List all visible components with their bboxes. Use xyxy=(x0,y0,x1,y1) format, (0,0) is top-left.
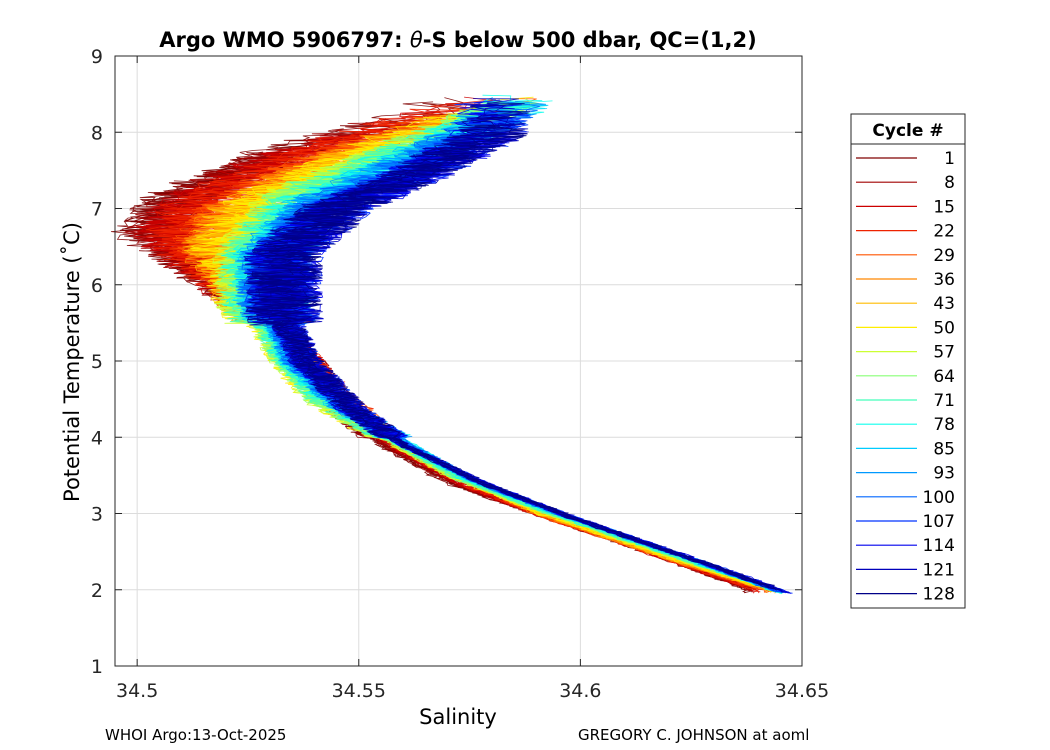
legend-entries: 1 8 15 22 29 36 43 50 57 64 71 78 85 93 100 107 114 121 12… xyxy=(856,149,955,605)
y-tick-label: 3 xyxy=(91,504,103,526)
y-tick-label: 4 xyxy=(91,427,103,449)
profiles xyxy=(110,94,793,595)
legend-label: 57 xyxy=(933,343,955,363)
footer-left: WHOI Argo:13-Oct-2025 xyxy=(105,726,287,744)
cycle-profile-line xyxy=(247,137,777,591)
legend-label: 22 xyxy=(933,222,955,242)
legend-label: 64 xyxy=(933,367,955,387)
legend-label: 114 xyxy=(923,536,955,556)
legend-label: 85 xyxy=(933,439,955,459)
legend: Cycle # 1 8 15 22 29 36 43 50 57 64 71 78 85 93 100 107… xyxy=(850,113,966,609)
legend-title: Cycle # xyxy=(872,121,943,141)
legend-label: 43 xyxy=(933,294,955,314)
legend-label: 121 xyxy=(923,560,955,580)
legend-label: 36 xyxy=(933,270,955,290)
legend-label: 8 xyxy=(944,173,955,193)
legend-label: 71 xyxy=(933,391,955,411)
x-tick-label: 34.5 xyxy=(116,680,158,702)
y-tick-label: 5 xyxy=(91,351,103,373)
y-tick-label: 1 xyxy=(91,656,103,678)
y-axis-label: Potential Temperature (˚C) xyxy=(60,222,84,502)
legend-label: 107 xyxy=(923,512,955,532)
legend-label: 78 xyxy=(933,415,955,435)
legend-label: 93 xyxy=(933,464,955,484)
footer-right: GREGORY C. JOHNSON at aoml xyxy=(578,726,810,744)
legend-label: 50 xyxy=(933,318,955,338)
y-tick-label: 6 xyxy=(91,275,103,297)
x-tick-label: 34.55 xyxy=(332,680,386,702)
x-axis-label: Salinity xyxy=(419,705,497,729)
y-tick-label: 7 xyxy=(91,199,103,221)
legend-label: 1 xyxy=(944,149,955,169)
legend-label: 128 xyxy=(923,585,955,605)
legend-label: 15 xyxy=(933,197,955,217)
ticks: 34.5 34.55 34.6 34.65 1 2 3 4 5 6 7 8 9 xyxy=(91,46,829,702)
y-tick-label: 9 xyxy=(91,46,103,68)
y-tick-label: 2 xyxy=(91,580,103,602)
legend-label: 29 xyxy=(933,246,955,266)
chart-title: Argo WMO 5906797: θ-S below 500 dbar, QC… xyxy=(159,28,756,52)
legend-box xyxy=(850,113,966,609)
y-tick-label: 8 xyxy=(91,122,103,144)
x-tick-label: 34.65 xyxy=(775,680,829,702)
cycle-profile-line xyxy=(244,112,782,591)
x-tick-label: 34.6 xyxy=(559,680,601,702)
legend-label: 100 xyxy=(923,488,955,508)
